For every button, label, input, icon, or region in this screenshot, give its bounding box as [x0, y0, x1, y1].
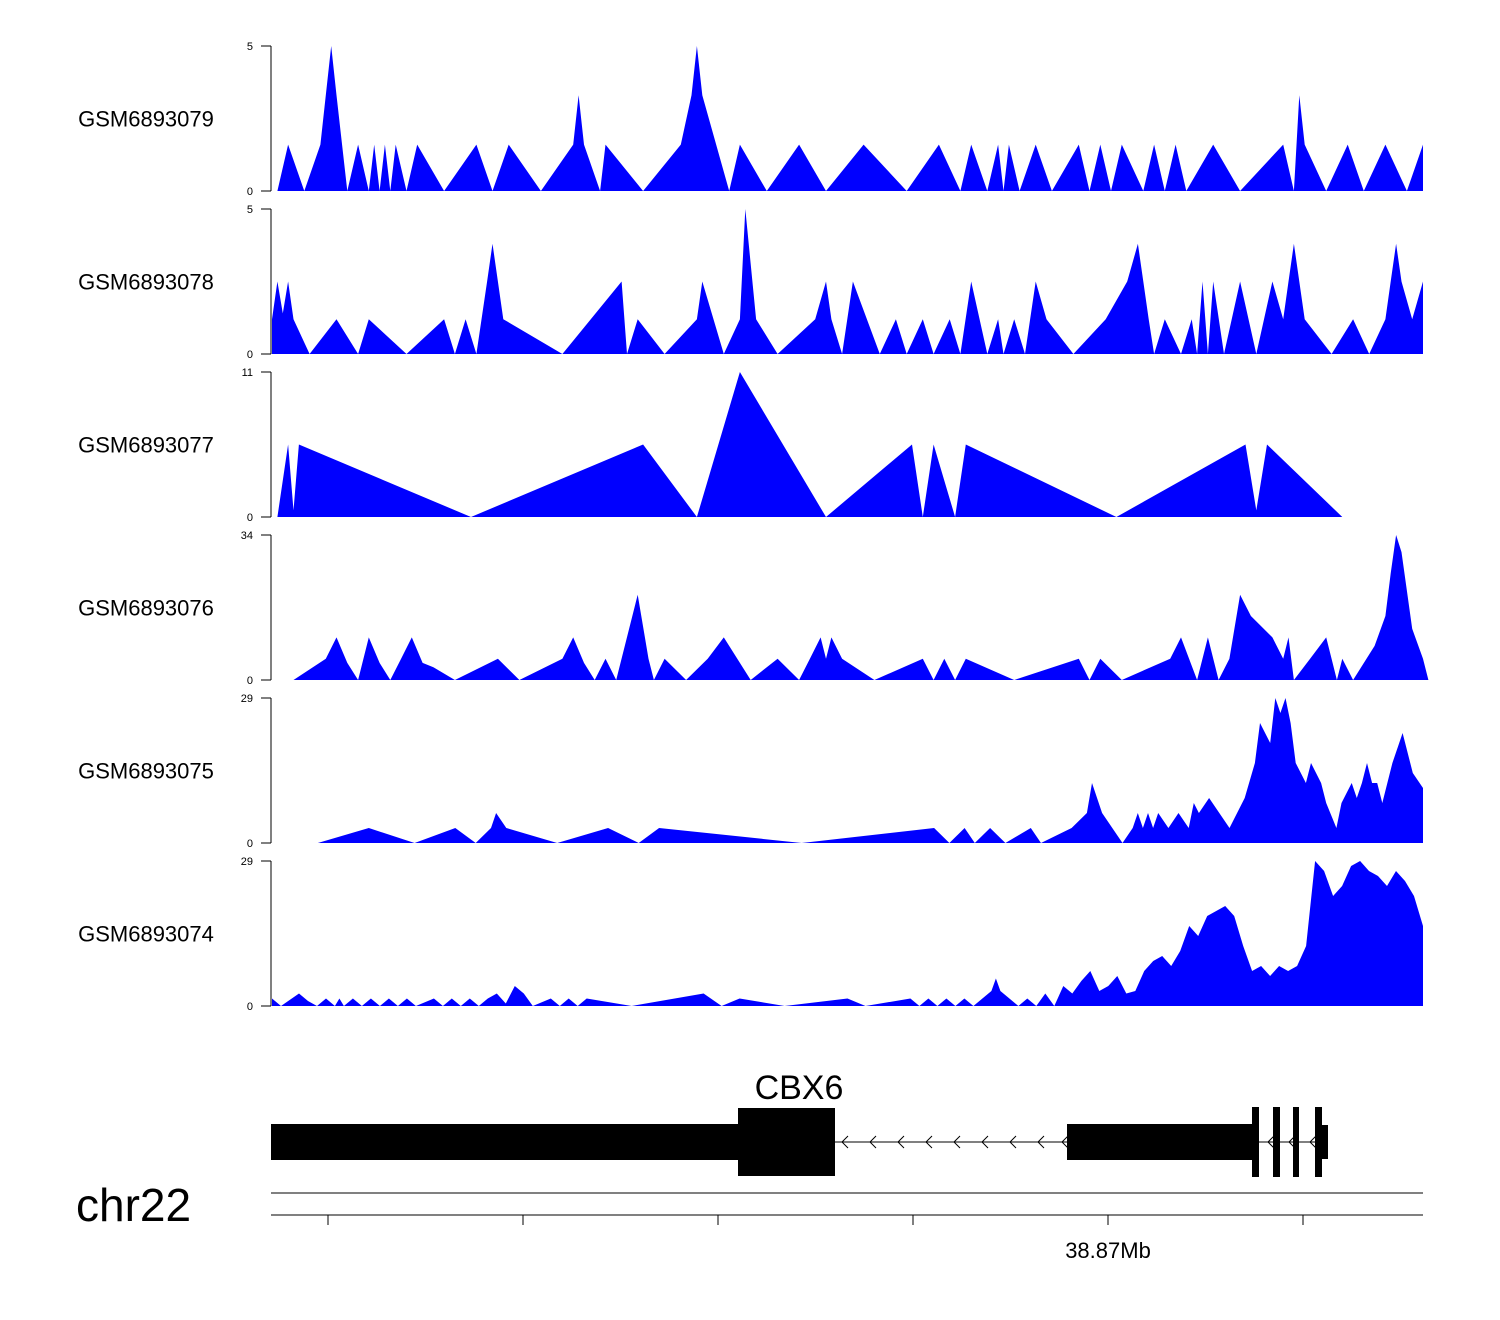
track-label: GSM6893076	[78, 596, 214, 621]
strand-arrow	[1061, 1135, 1069, 1149]
gene-annotation-track: CBX6	[271, 1069, 1328, 1177]
track-y-min-label: 0	[247, 349, 253, 361]
strand-arrow	[841, 1135, 849, 1149]
coverage-area	[272, 209, 1423, 354]
track-label: GSM6893074	[78, 922, 214, 947]
track-y-min-label: 0	[247, 512, 253, 524]
coverage-area	[272, 861, 1423, 1006]
coverage-area	[277, 46, 1423, 191]
track-GSM6893079: GSM6893079 5 0	[78, 41, 1423, 198]
track-y-max-label: 11	[242, 367, 253, 379]
coverage-tracks: GSM689307950GSM689307850GSM6893077110GSM…	[78, 41, 1429, 1013]
gene-exon-small-3	[1293, 1107, 1299, 1177]
track-GSM6893074: GSM6893074 29 0	[78, 856, 1423, 1013]
strand-arrow	[1009, 1135, 1017, 1149]
track-GSM6893075: GSM6893075 29 0	[78, 693, 1423, 850]
gene-exon-small-5	[1322, 1125, 1328, 1159]
track-GSM6893076: GSM6893076 34 0	[78, 530, 1429, 687]
track-y-min-label: 0	[247, 838, 253, 850]
coverage-area	[277, 372, 1343, 517]
strand-arrow	[953, 1135, 961, 1149]
chromosome-label: chr22	[76, 1179, 191, 1231]
track-GSM6893077: GSM6893077 11 0	[78, 367, 1343, 524]
gene-exon-small-4	[1315, 1107, 1322, 1177]
gene-exon-small-2	[1273, 1107, 1280, 1177]
track-label: GSM6893075	[78, 759, 214, 784]
strand-arrow	[1037, 1135, 1045, 1149]
track-y-max-label: 29	[241, 856, 253, 868]
strand-arrow	[925, 1135, 933, 1149]
axis-coordinate-label: 38.87Mb	[1065, 1238, 1151, 1263]
gene-exon-small-1	[1252, 1107, 1259, 1177]
gene-name-label: CBX6	[755, 1069, 844, 1107]
gene-exon-utr-large	[271, 1124, 741, 1160]
strand-arrow	[981, 1135, 989, 1149]
coverage-area	[293, 535, 1429, 680]
track-y-max-label: 34	[241, 530, 253, 542]
coverage-area	[317, 698, 1423, 843]
strand-arrow	[869, 1135, 877, 1149]
track-label: GSM6893077	[78, 433, 214, 458]
track-label: GSM6893079	[78, 107, 214, 132]
track-GSM6893078: GSM6893078 5 0	[78, 204, 1423, 361]
track-y-max-label: 5	[247, 204, 253, 216]
track-y-max-label: 5	[247, 41, 253, 53]
track-label: GSM6893078	[78, 270, 214, 295]
strand-arrow	[897, 1135, 905, 1149]
genome-axis: chr22 38.87Mb	[76, 1179, 1423, 1263]
track-y-min-label: 0	[247, 1001, 253, 1013]
gene-exon-coding	[738, 1108, 835, 1176]
gene-exon-utr-mid	[1067, 1124, 1257, 1160]
track-y-min-label: 0	[247, 675, 253, 687]
track-y-max-label: 29	[241, 693, 253, 705]
track-y-min-label: 0	[247, 186, 253, 198]
